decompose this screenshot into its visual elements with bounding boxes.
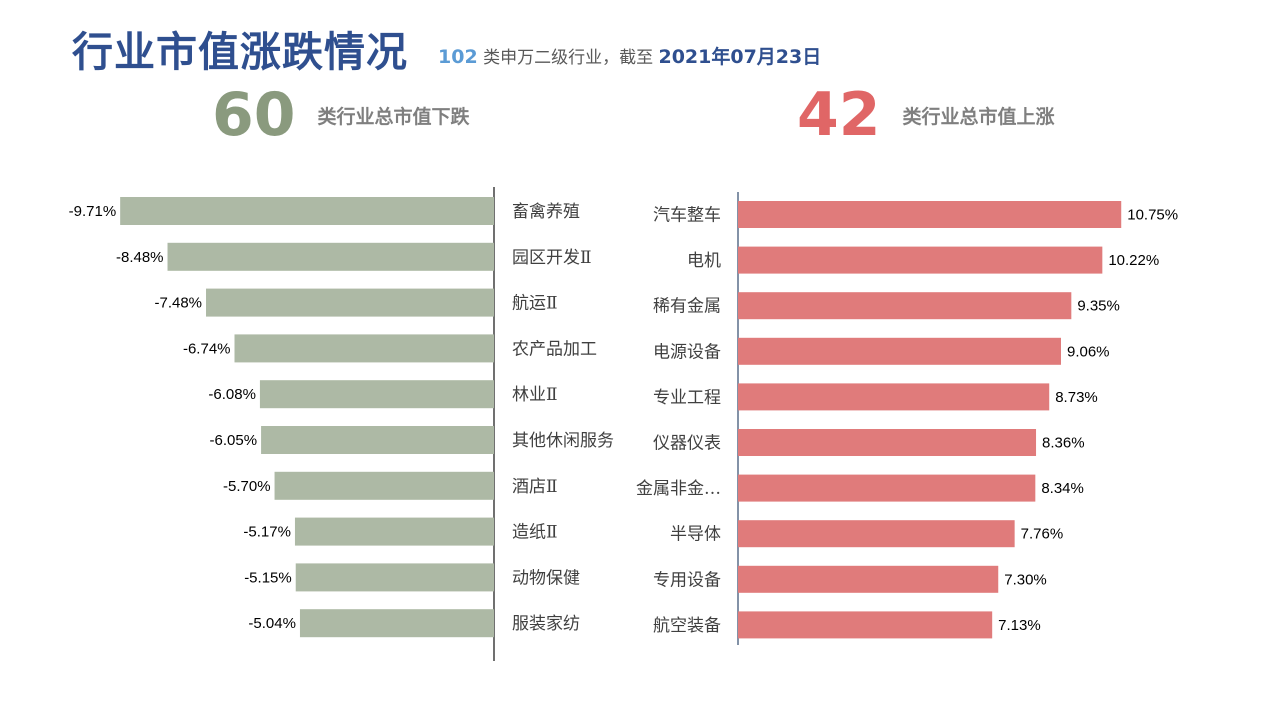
category-label-up-1: 电机 bbox=[687, 251, 721, 271]
category-label-down-4: 林业Ⅱ bbox=[512, 385, 558, 405]
category-label-up-0: 汽车整车 bbox=[653, 206, 721, 226]
bar-down-1 bbox=[167, 242, 494, 271]
as-of-date: 2021年07月23日 bbox=[658, 46, 822, 68]
bar-down-2 bbox=[206, 288, 494, 317]
value-label-up-2: 9.35% bbox=[1077, 298, 1120, 315]
bar-down-5 bbox=[261, 426, 494, 454]
subtitle-text: 类申万二级行业，截至 bbox=[477, 48, 659, 68]
bar-up-3 bbox=[738, 337, 1061, 365]
bar-down-7 bbox=[294, 517, 494, 546]
page-title: 行业市值涨跌情况 bbox=[72, 28, 408, 76]
industry-count: 102 bbox=[438, 46, 478, 68]
value-label-up-1: 10.22% bbox=[1108, 252, 1159, 269]
category-label-down-9: 服装家纺 bbox=[512, 614, 580, 634]
value-label-down-3: -6.74% bbox=[183, 340, 231, 357]
value-label-up-6: 8.34% bbox=[1041, 480, 1084, 497]
value-label-down-1: -8.48% bbox=[116, 249, 164, 266]
bar-up-0 bbox=[738, 201, 1122, 228]
category-label-down-7: 造纸Ⅱ bbox=[512, 523, 558, 543]
down-count: 60 bbox=[212, 80, 296, 150]
value-label-up-5: 8.36% bbox=[1042, 435, 1085, 452]
category-label-up-2: 稀有金属 bbox=[653, 297, 721, 317]
bar-up-2 bbox=[738, 292, 1072, 320]
summary-down: 60 类行业总市值下跌 bbox=[212, 80, 470, 150]
category-label-up-6: 金属非金… bbox=[636, 479, 721, 499]
bar-up-4 bbox=[738, 383, 1050, 411]
value-label-up-8: 7.30% bbox=[1004, 571, 1047, 588]
bar-down-8 bbox=[295, 563, 494, 592]
category-label-up-3: 电源设备 bbox=[653, 342, 721, 362]
value-label-down-8: -5.15% bbox=[244, 569, 292, 586]
bar-down-4 bbox=[259, 380, 494, 409]
bar-up-8 bbox=[738, 565, 999, 593]
bar-down-0 bbox=[120, 197, 494, 225]
category-label-down-0: 畜禽养殖 bbox=[512, 202, 580, 222]
down-label: 类行业总市值下跌 bbox=[317, 105, 470, 128]
value-label-up-0: 10.75% bbox=[1127, 207, 1178, 224]
bar-up-7 bbox=[738, 520, 1015, 548]
value-label-down-6: -5.70% bbox=[223, 478, 271, 495]
bar-up-9 bbox=[738, 611, 993, 639]
value-label-up-3: 9.06% bbox=[1067, 343, 1110, 360]
value-label-up-7: 7.76% bbox=[1021, 526, 1064, 543]
value-label-up-4: 8.73% bbox=[1055, 389, 1098, 406]
bar-up-5 bbox=[738, 429, 1037, 456]
category-label-up-5: 仪器仪表 bbox=[653, 434, 721, 454]
bar-up-6 bbox=[738, 474, 1036, 502]
up-count: 42 bbox=[797, 80, 881, 150]
category-label-up-4: 专业工程 bbox=[653, 388, 721, 408]
category-label-down-1: 园区开发Ⅱ bbox=[512, 248, 592, 268]
value-label-down-5: -6.05% bbox=[210, 432, 258, 449]
summary-up: 42 类行业总市值上涨 bbox=[797, 80, 1055, 150]
value-label-up-9: 7.13% bbox=[998, 617, 1041, 634]
category-label-down-5: 其他休闲服务 bbox=[512, 431, 614, 451]
value-label-down-2: -7.48% bbox=[154, 295, 202, 312]
value-label-down-9: -5.04% bbox=[248, 615, 296, 632]
bar-down-9 bbox=[299, 609, 494, 638]
bar-down-6 bbox=[274, 471, 494, 500]
bar-up-1 bbox=[738, 246, 1103, 274]
category-label-up-9: 航空装备 bbox=[653, 616, 721, 636]
category-label-up-8: 专用设备 bbox=[653, 570, 721, 590]
category-label-down-2: 航运Ⅱ bbox=[512, 294, 558, 314]
category-label-down-3: 农产品加工 bbox=[512, 339, 597, 359]
category-label-down-8: 动物保健 bbox=[512, 568, 580, 588]
value-label-down-4: -6.08% bbox=[208, 386, 256, 403]
category-label-up-7: 半导体 bbox=[670, 525, 721, 545]
page-subtitle: 102 类申万二级行业，截至 2021年07月23日 bbox=[438, 42, 821, 69]
value-label-down-7: -5.17% bbox=[243, 524, 291, 541]
category-label-down-6: 酒店Ⅱ bbox=[512, 477, 558, 497]
bar-down-3 bbox=[234, 334, 494, 363]
value-label-down-0: -9.71% bbox=[69, 203, 117, 220]
up-label: 类行业总市值上涨 bbox=[902, 105, 1055, 128]
